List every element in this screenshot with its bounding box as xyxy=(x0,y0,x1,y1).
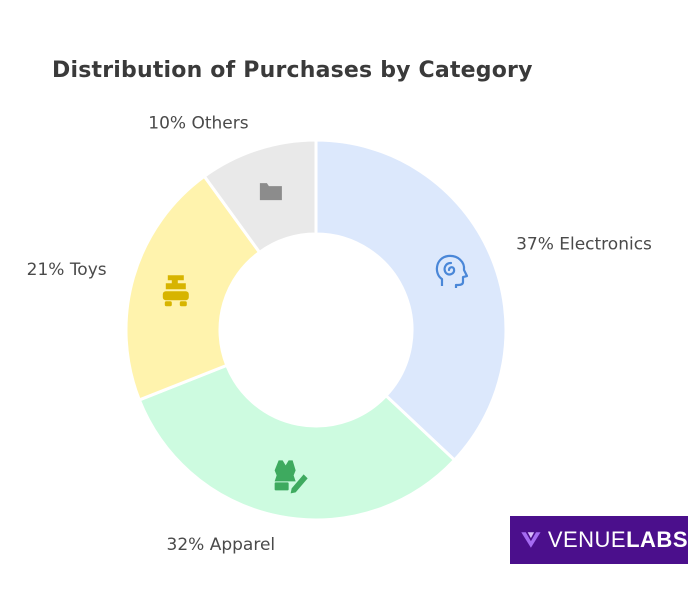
slice-label-apparel: 32% Apparel xyxy=(167,535,276,555)
brain-head-icon xyxy=(435,254,469,289)
slice-label-toys: 21% Toys xyxy=(27,260,107,280)
slice-label-electronics: 37% Electronics xyxy=(516,234,652,254)
slice-toys xyxy=(124,174,262,402)
venuelabs-v-icon xyxy=(521,532,541,548)
brand-name: VENUELABS xyxy=(548,527,688,553)
toy-icon xyxy=(162,275,189,307)
venuelabs-logo: VENUELABS xyxy=(510,516,688,564)
slice-apparel xyxy=(137,363,457,522)
folder-icon xyxy=(259,183,282,201)
brand-name-part2: LABS xyxy=(626,527,688,552)
slice-electronics xyxy=(314,138,508,463)
apparel-icon xyxy=(274,460,308,494)
slice-label-others: 10% Others xyxy=(148,114,248,134)
brand-name-part1: VENUE xyxy=(547,527,627,552)
chart-title: Distribution of Purchases by Category xyxy=(52,58,533,83)
